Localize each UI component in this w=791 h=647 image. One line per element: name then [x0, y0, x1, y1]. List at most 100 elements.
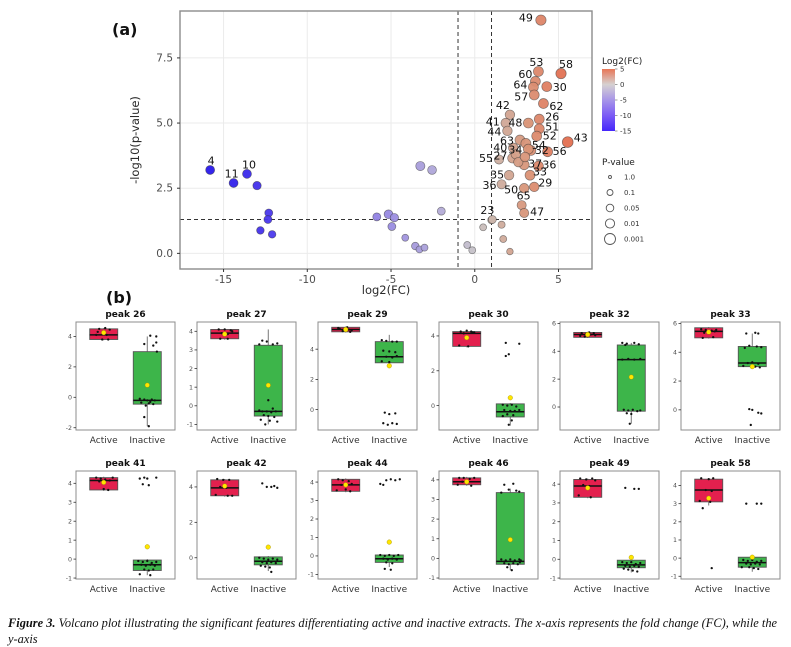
jitter-point — [386, 558, 389, 561]
tick-label: 10 — [242, 158, 256, 171]
jitter-point — [379, 553, 382, 557]
tick-label: 6 — [673, 321, 677, 328]
tick-label: 1 — [431, 536, 435, 543]
tick-label: 0 — [471, 274, 478, 286]
boxplot-peak33: peak 33 0 2 4 6 Active Inactive — [673, 310, 781, 446]
boxplot-peak30: peak 30 0 2 4 Active Inactive — [431, 310, 539, 446]
jitter-point — [507, 353, 510, 356]
tick-label: 2 — [431, 516, 435, 523]
jitter-point — [470, 484, 473, 487]
volcano-point — [497, 220, 506, 229]
jitter-point — [270, 411, 273, 414]
jitter-point — [710, 329, 713, 332]
jitter-point — [707, 478, 710, 481]
figure-caption-line1: Volcano plot illustrating the significan… — [8, 616, 778, 647]
jitter-point — [276, 342, 279, 345]
tick-label: 0 — [68, 556, 72, 563]
jitter-point — [258, 556, 261, 559]
tick-label: 58 — [559, 58, 573, 71]
tick-label: 62 — [549, 100, 563, 113]
tick-label: 1 — [552, 538, 556, 545]
category-label: Inactive — [250, 585, 286, 595]
jitter-point — [337, 478, 340, 481]
volcano-point — [427, 165, 437, 175]
jitter-point — [627, 568, 630, 571]
jitter-point — [760, 559, 763, 562]
jitter-point — [637, 343, 640, 346]
category-label: Inactive — [492, 436, 528, 446]
volcano-point — [523, 117, 534, 129]
jitter-point — [622, 567, 625, 570]
tick-label: 2 — [189, 366, 193, 373]
jitter-point — [382, 349, 385, 352]
jitter-point — [701, 507, 704, 510]
jitter-point — [579, 477, 582, 480]
tick-label: 56 — [553, 145, 567, 158]
volcano-point — [504, 109, 516, 120]
jitter-point — [627, 409, 630, 412]
volcano-point — [513, 157, 524, 168]
jitter-point — [385, 479, 388, 482]
jitter-point — [700, 477, 703, 480]
jitter-point — [621, 341, 624, 345]
volcano-point — [538, 98, 549, 109]
jitter-point — [388, 350, 391, 353]
jitter-point — [382, 422, 385, 425]
volcano-point — [528, 89, 540, 101]
mean-dot — [749, 554, 755, 560]
jitter-point — [624, 343, 627, 347]
jitter-point — [152, 344, 155, 347]
category-label: Inactive — [129, 436, 165, 446]
volcano-point — [436, 206, 446, 216]
jitter-point — [261, 561, 264, 564]
boxplot-peak41: peak 41 -1 0 1 2 3 4 Active Inactive — [66, 459, 176, 595]
category-label: Active — [695, 436, 723, 446]
jitter-point — [589, 496, 592, 499]
tick-label: 1 — [673, 537, 677, 544]
tick-label: 52 — [543, 130, 557, 143]
jitter-point — [512, 414, 515, 417]
jitter-point — [268, 419, 271, 422]
boxplot-title: peak 41 — [105, 459, 145, 469]
jitter-point — [341, 329, 344, 333]
mean-dot — [101, 330, 107, 336]
tick-label: 4 — [208, 154, 215, 167]
jitter-point — [108, 328, 111, 331]
jitter-point — [758, 366, 761, 369]
volcano-point — [468, 246, 477, 255]
jitter-point — [385, 355, 388, 358]
category-label: Inactive — [129, 585, 165, 595]
tick-label: 33 — [533, 166, 547, 179]
jitter-point — [622, 408, 625, 411]
jitter-point — [394, 479, 397, 482]
tick-label: 4 — [189, 329, 193, 336]
fc-colorbar — [602, 69, 615, 131]
tick-label: 1 — [68, 537, 72, 544]
jitter-point — [510, 403, 513, 406]
category-label: Active — [90, 436, 118, 446]
jitter-point — [155, 341, 158, 344]
box-inactive — [253, 344, 283, 417]
tick-label: 54 — [532, 139, 546, 152]
jitter-point — [633, 487, 636, 490]
jitter-point — [152, 402, 155, 406]
tick-label: 4 — [673, 483, 677, 490]
jitter-point — [506, 566, 509, 569]
jitter-point — [231, 494, 234, 497]
volcano-point — [479, 223, 487, 232]
jitter-point — [383, 411, 386, 414]
volcano-point — [487, 215, 497, 224]
category-label: Active — [695, 585, 723, 595]
tick-label: 3 — [431, 497, 435, 504]
tick-label: 1 — [310, 535, 314, 542]
volcano-point — [415, 161, 426, 172]
tick-label: 36 — [483, 179, 497, 192]
tick-label: -1 — [308, 572, 314, 579]
jitter-point — [518, 490, 521, 493]
mean-dot — [706, 329, 712, 335]
volcano-plot: 4 11 10 49 53 58 60 30 64 57 62 42 26 41 48 44 51 63 52 54 3… — [125, 2, 605, 304]
volcano-point — [267, 230, 277, 239]
jitter-point — [273, 484, 276, 488]
jitter-point — [153, 399, 156, 402]
jitter-point — [382, 483, 385, 486]
